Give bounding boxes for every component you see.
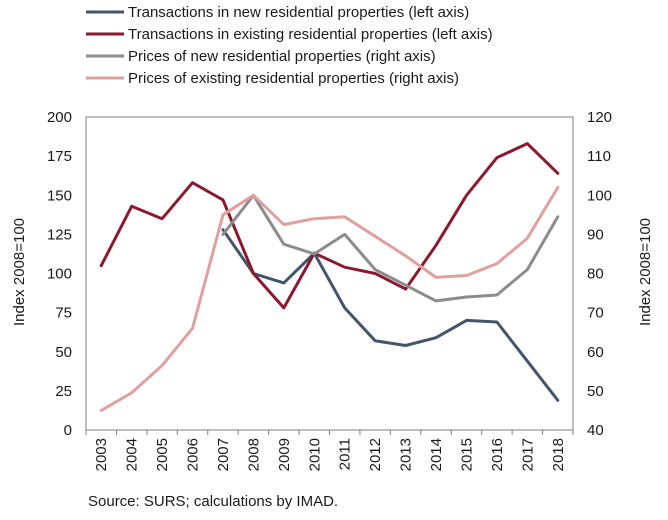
left-tick-label: 25 — [55, 383, 72, 400]
left-tick-label: 125 — [47, 226, 72, 243]
x-tick-label: 2014 — [428, 438, 445, 471]
x-tick-label: 2013 — [398, 438, 415, 471]
x-tick-label: 2004 — [124, 438, 141, 471]
right-tick-label: 70 — [587, 305, 604, 322]
x-tick-label: 2005 — [154, 438, 171, 471]
right-axis-ticks: 40 50 60 70 80 90 100 110 120 — [587, 109, 612, 439]
x-tick-label: 2016 — [489, 438, 506, 471]
x-axis-ticks: 2003 2004 2005 2006 2007 2008 2009 2010 2011 2012… — [85, 430, 574, 471]
legend-label: Transactions in new residential properti… — [128, 4, 469, 21]
legend-label: Transactions in existing residential pro… — [128, 26, 493, 43]
x-tick-label: 2015 — [458, 438, 475, 471]
legend: Transactions in new residential properti… — [86, 4, 493, 87]
left-tick-label: 150 — [47, 187, 72, 204]
left-tick-label: 100 — [47, 266, 72, 283]
series-line-1 — [221, 228, 560, 402]
x-tick-label: 2007 — [215, 438, 232, 471]
x-tick-label: 2010 — [306, 438, 323, 471]
left-axis-ticks: 0 25 50 75 100 125 150 175 200 — [47, 109, 72, 439]
right-tick-label: 100 — [587, 187, 612, 204]
right-tick-label: 40 — [587, 422, 604, 439]
x-tick-label: 2012 — [367, 438, 384, 471]
right-tick-label: 60 — [587, 344, 604, 361]
x-tick-label: 2018 — [550, 438, 567, 471]
series-line-2 — [99, 142, 560, 310]
x-tick-label: 2006 — [185, 438, 202, 471]
left-axis-title: Index 2008=100 — [11, 218, 28, 326]
source-note: Source: SURS; calculations by IMAD. — [88, 493, 338, 510]
plot-frame — [85, 116, 574, 431]
left-tick-label: 0 — [64, 422, 72, 439]
left-tick-label: 75 — [55, 305, 72, 322]
left-tick-label: 175 — [47, 148, 72, 165]
left-tick-label: 50 — [55, 344, 72, 361]
right-axis-title: Index 2008=100 — [637, 218, 654, 326]
series-line-3 — [221, 193, 560, 303]
x-tick-label: 2009 — [276, 438, 293, 471]
x-tick-label: 2003 — [93, 438, 110, 471]
x-tick-label: 2011 — [337, 438, 354, 470]
right-tick-label: 90 — [587, 226, 604, 243]
series-lines — [99, 142, 560, 412]
right-tick-label: 50 — [587, 383, 604, 400]
right-tick-label: 80 — [587, 266, 604, 283]
legend-label: Prices of existing residential propertie… — [128, 70, 459, 87]
plot-area-border — [85, 116, 574, 431]
x-tick-label: 2008 — [245, 438, 262, 471]
right-tick-label: 120 — [587, 109, 612, 126]
left-tick-label: 200 — [47, 109, 72, 126]
x-tick-label: 2017 — [519, 438, 536, 471]
legend-label: Prices of new residential properties (ri… — [128, 48, 436, 65]
series-line-4 — [99, 185, 560, 412]
right-tick-label: 110 — [587, 148, 611, 165]
